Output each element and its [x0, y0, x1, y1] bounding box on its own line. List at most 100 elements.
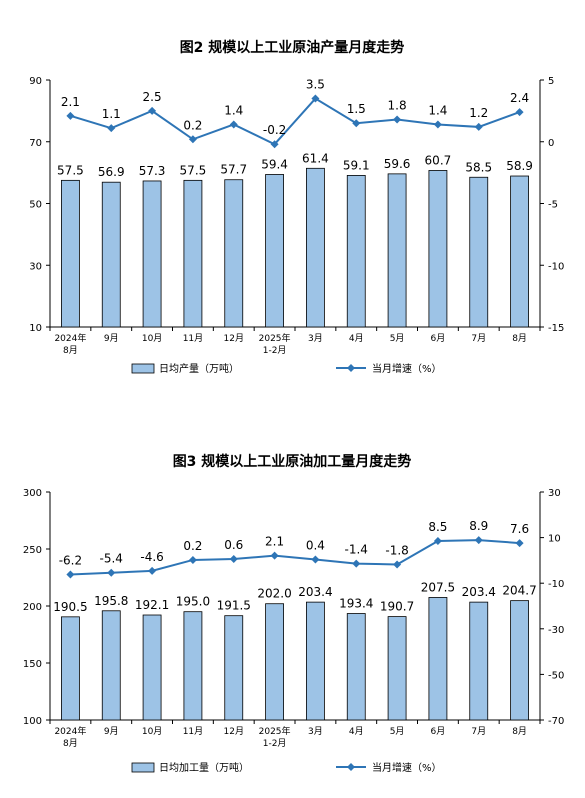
chart3-growth-point	[148, 566, 157, 575]
chart2-growth-value-label: 2.4	[510, 91, 529, 105]
chart2-growth-point	[311, 94, 320, 103]
chart3-bar	[142, 614, 162, 721]
chart3-bar-value-label: 190.5	[53, 600, 87, 614]
chart2-bar	[306, 167, 325, 328]
chart3-growth-point	[107, 568, 116, 577]
chart3-right-tick-label: 30	[548, 488, 561, 499]
chart2-growth-point	[515, 108, 524, 117]
chart2-growth-point	[148, 106, 157, 115]
chart2-growth-point	[229, 120, 238, 129]
chart3-growth-point	[270, 551, 279, 560]
chart3-growth-point	[433, 537, 442, 546]
chart3-growth-point	[515, 539, 524, 548]
chart3-bar-value-label: 204.7	[502, 584, 536, 598]
chart2-category-label: 11月	[183, 333, 203, 344]
chart3-bar-value-label: 195.8	[94, 594, 128, 608]
chart3-growth-point	[229, 555, 238, 564]
chart3-growth-value-label: 8.9	[469, 519, 488, 533]
chart2-title: 图2 规模以上工业原油产量月度走势	[180, 39, 405, 56]
chart3-growth-value-label: -6.2	[59, 554, 82, 568]
chart3-legend-line-label: 当月增速（%）	[372, 761, 442, 774]
chart2-growth-point	[107, 124, 116, 133]
chart3-growth-value-label: -1.8	[385, 544, 408, 558]
chart3-category-label: 6月	[431, 726, 446, 737]
chart3-left-tick-label: 150	[23, 659, 42, 670]
chart3-growth-value-label: 2.1	[265, 535, 284, 549]
chart2-growth-value-label: -0.2	[263, 123, 286, 137]
chart2-category-label: 6月	[431, 333, 446, 344]
chart2-bar	[346, 175, 366, 328]
chart3-bar	[387, 616, 407, 721]
chart3-growth-point	[66, 570, 75, 579]
chart3-title: 图3 规模以上工业原油加工量月度走势	[173, 453, 412, 470]
chart3-growth-value-label: -1.4	[345, 543, 368, 557]
chart3-growth-value-label: -4.6	[140, 550, 163, 564]
chart3-growth-value-label: 7.6	[510, 522, 529, 536]
chart2-bar	[101, 181, 121, 328]
chart2-category-label: 4月	[349, 333, 364, 344]
chart3-bar	[265, 603, 284, 721]
chart3-right-tick-label: 10	[548, 534, 561, 545]
chart2-category-label: 2024年	[54, 332, 86, 344]
chart2-legend-bar-label: 日均产量（万吨）	[159, 362, 239, 375]
chart2-category-label: 8月	[512, 333, 527, 344]
chart2-bar	[387, 173, 407, 328]
chart2-growth-value-label: 2.5	[143, 90, 162, 104]
chart3-category-label: 9月	[104, 726, 119, 737]
chart3-growth-point	[311, 555, 320, 564]
chart3-growth-value-label: -5.4	[100, 552, 123, 566]
chart2-bar-value-label: 59.1	[343, 158, 370, 172]
chart3-bar-value-label: 207.5	[421, 580, 455, 594]
chart3-left-tick-label: 200	[23, 602, 42, 613]
chart2-category-label: 1-2月	[263, 345, 287, 356]
chart3-bar	[469, 601, 489, 721]
chart2-bar-value-label: 57.5	[57, 163, 84, 177]
chart3-bar	[428, 597, 448, 721]
chart3-category-label: 1-2月	[263, 738, 287, 749]
chart2-category-label: 12月	[224, 333, 244, 344]
chart3-left-tick-label: 100	[23, 716, 42, 727]
chart2-bar-value-label: 60.7	[425, 153, 452, 167]
chart2-growth-value-label: 1.5	[347, 102, 366, 116]
chart2-bar-value-label: 61.4	[302, 151, 329, 165]
chart3-bar-value-label: 193.4	[339, 597, 373, 611]
chart2-legend-line-marker	[347, 364, 355, 372]
chart3-bar-value-label: 190.7	[380, 600, 414, 614]
chart3-bar-value-label: 192.1	[135, 598, 169, 612]
chart3-bar-value-label: 203.4	[298, 585, 332, 599]
chart2-right-tick-label: -10	[548, 261, 564, 272]
chart2-left-tick-label: 10	[29, 323, 42, 334]
chart2-growth-line	[70, 97, 520, 146]
chart3-growth-point	[188, 555, 197, 564]
chart3-category-label: 11月	[183, 726, 203, 737]
chart3-category-label: 10月	[142, 726, 162, 737]
chart2-bar	[183, 179, 203, 328]
chart2-bar-value-label: 56.9	[98, 165, 125, 179]
chart2-right-tick-label: 0	[548, 138, 554, 149]
chart3-right-tick-label: -10	[548, 579, 564, 590]
chart3-left-tick-label: 300	[23, 488, 42, 499]
chart3-right-tick-label: -30	[548, 625, 564, 636]
chart3-bar	[101, 610, 121, 721]
chart2-category-label: 3月	[308, 333, 323, 344]
chart2-growth-value-label: 0.2	[183, 118, 202, 132]
chart2-growth-point	[433, 120, 442, 129]
chart3-growth-value-label: 8.5	[428, 520, 447, 534]
chart2-growth-point	[270, 140, 279, 149]
chart2-bar-value-label: 58.9	[506, 159, 533, 173]
chart3-legend-line-marker	[347, 763, 355, 771]
chart3-category-label: 3月	[308, 726, 323, 737]
chart2-right-tick-label: 5	[548, 76, 554, 87]
chart3-category-label: 4月	[349, 726, 364, 737]
chart2-bar-value-label: 59.4	[261, 157, 288, 171]
chart2-category-label: 8月	[63, 345, 78, 356]
chart2-growth-value-label: 1.4	[224, 103, 243, 117]
chart3-growth-point	[474, 536, 483, 545]
chart2-growth-point	[66, 111, 75, 120]
chart3-bar-value-label: 191.5	[217, 599, 251, 613]
chart2-right-tick-label: -15	[548, 323, 564, 334]
chart2-left-tick-label: 70	[29, 138, 42, 149]
chart2-bar	[224, 179, 244, 328]
chart2-growth-point	[393, 115, 402, 124]
